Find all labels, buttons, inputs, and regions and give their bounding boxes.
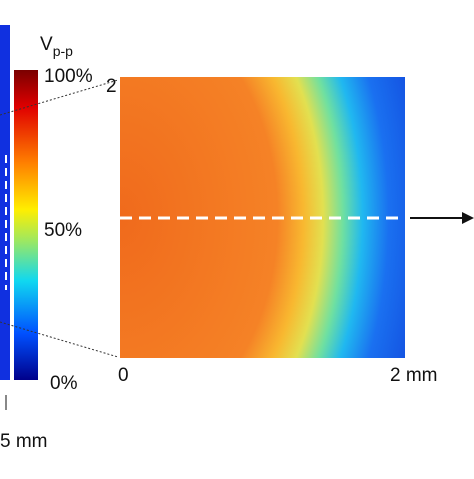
colorbar-title: Vp-p xyxy=(40,34,73,59)
colorbar-tick-label: 50% xyxy=(44,220,82,241)
x-axis-label: 2 mm xyxy=(390,365,438,386)
left-panel-strip xyxy=(0,25,10,380)
colorbar-tick-label: 100% xyxy=(44,66,93,87)
arrow-head xyxy=(462,212,474,224)
x-axis-label: 0 xyxy=(118,365,129,386)
colorbar-tick-label: 0% xyxy=(50,373,78,394)
y-axis-label: 2 xyxy=(106,76,117,97)
colorbar-title-main: V xyxy=(40,34,53,55)
zoom-line xyxy=(0,79,119,116)
colorbar-title-sub: p-p xyxy=(53,43,73,59)
left-x-label: 5 mm xyxy=(0,431,48,452)
zoom-line xyxy=(0,321,119,358)
colorbar xyxy=(14,70,38,380)
